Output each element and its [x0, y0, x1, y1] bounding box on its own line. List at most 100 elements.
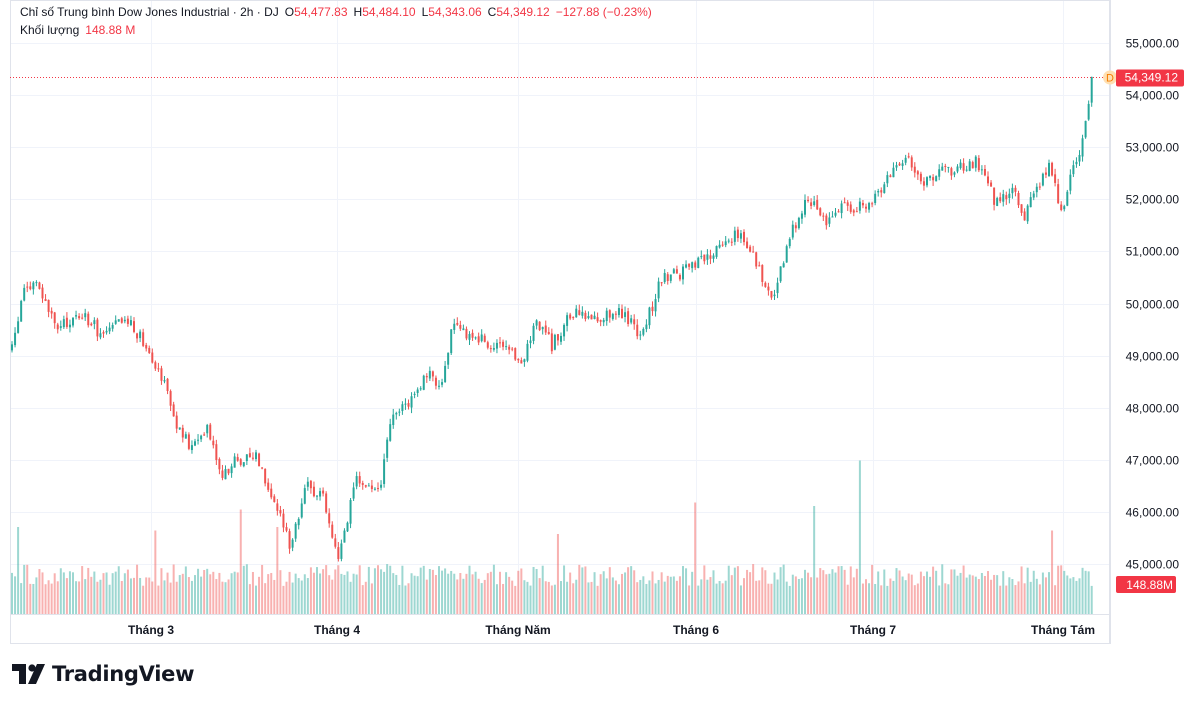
volume-bar — [422, 565, 425, 614]
candle-body — [898, 163, 901, 166]
candle-body — [59, 326, 62, 328]
volume-bar — [312, 572, 315, 614]
volume-bar — [935, 570, 938, 614]
candle-body — [627, 311, 630, 325]
tradingview-logo-icon — [12, 664, 45, 684]
volume-bar — [154, 530, 157, 614]
candle-body — [486, 342, 489, 348]
candle-body — [270, 488, 273, 498]
volume-bar — [916, 583, 919, 614]
candle-body — [581, 311, 584, 316]
volume-bar — [480, 583, 483, 614]
candle-body — [980, 169, 983, 171]
volume-bar — [1005, 585, 1008, 614]
candle-body — [617, 308, 620, 316]
volume-bar — [785, 581, 788, 614]
volume-bar — [718, 580, 721, 614]
tradingview-logo[interactable]: TradingView — [12, 662, 194, 686]
volume-bar — [736, 566, 739, 614]
volume-bar — [855, 568, 858, 614]
volume-bar — [904, 580, 907, 614]
candle-body — [416, 389, 419, 393]
volume-bar — [834, 572, 837, 614]
candle-body — [1072, 165, 1075, 175]
volume-bar — [996, 575, 999, 614]
volume-bar — [224, 582, 227, 614]
volume-bar — [117, 566, 120, 614]
volume-bar — [547, 581, 550, 614]
candle-body — [935, 176, 938, 182]
candle-body — [602, 319, 605, 323]
candle-body — [776, 282, 779, 294]
candle-body — [724, 241, 727, 246]
candle-body — [791, 224, 794, 238]
candle-body — [1008, 193, 1011, 199]
volume-bar — [78, 581, 81, 614]
candle-body — [117, 319, 120, 322]
candle-body — [447, 352, 450, 365]
volume-bar — [987, 571, 989, 614]
candle-body — [977, 158, 980, 171]
volume-bar — [691, 571, 694, 614]
candle-body — [401, 404, 404, 412]
volume-bar — [370, 583, 373, 614]
volume-bar — [886, 585, 889, 614]
candle-body — [688, 263, 691, 267]
candle-body — [477, 336, 480, 343]
candle-body — [736, 229, 739, 239]
candle-body — [636, 324, 639, 337]
candle-body — [706, 254, 709, 260]
candle-body — [14, 332, 17, 346]
candle-body — [907, 156, 910, 158]
candle-body — [962, 163, 965, 171]
close-value: 54,349.12 — [496, 5, 550, 19]
candle-body — [596, 317, 599, 322]
candle-body — [526, 343, 529, 361]
candle-body — [996, 198, 999, 206]
candle-body — [739, 233, 742, 239]
candle-body — [303, 488, 306, 504]
candle-body — [511, 348, 514, 350]
candle-body — [953, 172, 956, 175]
open-value: 54,477.83 — [294, 5, 348, 19]
candle-body — [675, 269, 678, 274]
price-tick-label: 53,000.00 — [1126, 141, 1180, 155]
candle-body — [852, 210, 855, 213]
candle-body — [520, 360, 523, 364]
chart-legend-ohlc: Chỉ số Trung bình Dow Jones Industrial ·… — [20, 5, 652, 19]
candle-body — [114, 320, 117, 324]
candle-body — [657, 281, 660, 299]
candle-body — [770, 291, 773, 298]
volume-bar — [1051, 530, 1054, 614]
last-volume-tag-bg — [1116, 576, 1176, 593]
volume-bar — [733, 567, 736, 614]
candle-body — [373, 488, 376, 490]
volume-bar — [352, 573, 355, 614]
candle-body — [947, 166, 950, 168]
candle-body — [62, 319, 65, 328]
volume-bar — [959, 572, 962, 614]
volume-bar — [709, 577, 712, 614]
volume-bar — [654, 583, 657, 614]
volume-bar — [279, 570, 282, 614]
candle-body — [1078, 154, 1081, 162]
volume-bar — [907, 573, 910, 614]
candle-body — [474, 337, 477, 339]
volume-bar — [587, 582, 590, 614]
candle-body — [630, 318, 633, 323]
candle-body — [743, 231, 745, 243]
volume-bar — [990, 579, 993, 614]
volume-bar — [758, 580, 761, 614]
volume-bar — [675, 580, 678, 614]
candle-body — [1048, 162, 1050, 177]
candle-body — [96, 319, 99, 337]
volume-bar — [206, 568, 209, 614]
volume-bar — [617, 584, 620, 614]
volume-bar — [1020, 566, 1023, 614]
volume-bar — [181, 573, 184, 614]
volume-bar — [151, 581, 154, 614]
volume-bar — [108, 584, 111, 614]
volume-bar — [590, 581, 593, 614]
candle-body — [309, 480, 312, 489]
